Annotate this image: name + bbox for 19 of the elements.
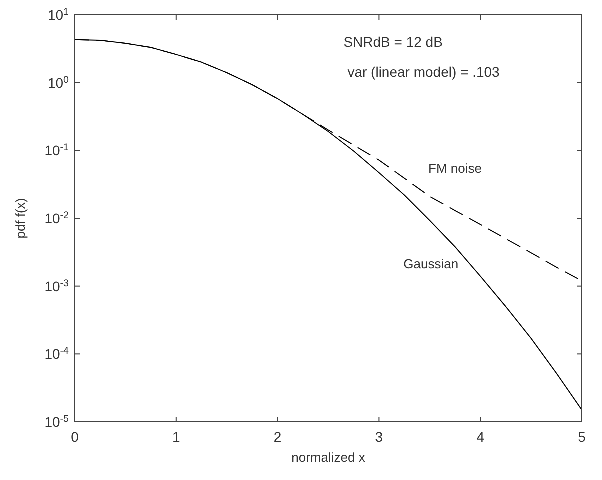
x-tick-label: 0 — [71, 429, 80, 445]
x-axis-title: normalized x — [292, 450, 366, 465]
y-axis-title: pdf f(x) — [13, 198, 28, 239]
y-tick-label: 10$^{-1}$ — [44, 142, 69, 159]
y-tick-label: 10$^{1}$ — [48, 6, 69, 23]
x-tick-label: 1 — [172, 429, 180, 445]
x-tick-label: 2 — [274, 429, 282, 445]
series-label: FM noise — [428, 160, 482, 176]
x-tick-label: 3 — [375, 429, 384, 445]
x-tick-label: 5 — [578, 429, 586, 445]
y-tick-label: 10$^{-2}$ — [44, 210, 69, 226]
x-tick-label: 4 — [476, 429, 485, 445]
y-tick-label: 10$^{-5}$ — [44, 414, 70, 430]
y-tick-label: 10$^{0}$ — [48, 74, 70, 91]
series-label: Gaussian — [404, 256, 459, 272]
annotation: var (linear model) = .103 — [348, 64, 500, 80]
y-tick-label: 10$^{-3}$ — [44, 278, 70, 294]
y-tick-label: 10$^{-4}$ — [44, 346, 70, 362]
annotation: SNRdB = 12 dB — [344, 34, 443, 50]
